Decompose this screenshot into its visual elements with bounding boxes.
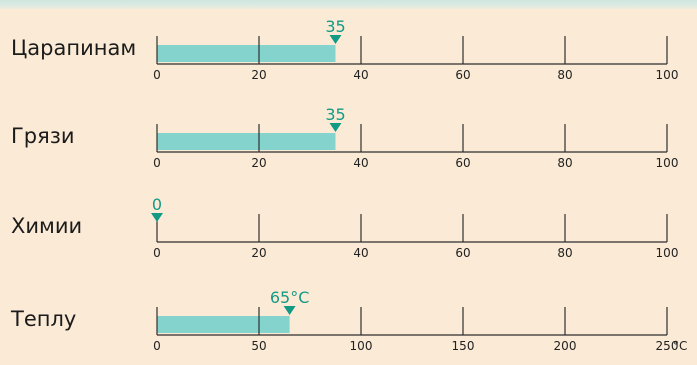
tick-label: 0	[153, 156, 161, 170]
tick-label: 40	[353, 246, 368, 260]
tick-label: 20	[251, 156, 266, 170]
tick-label: 0	[153, 68, 161, 82]
category-label: Теплу	[10, 307, 76, 331]
tick-label: 20	[251, 246, 266, 260]
tick-label: 40	[353, 156, 368, 170]
tick-label: 60	[455, 156, 470, 170]
value-bar	[157, 133, 336, 150]
value-label: 0	[152, 195, 162, 214]
tick-label: 50	[251, 339, 266, 353]
value-marker-triangle	[329, 123, 342, 132]
value-label: 35	[325, 105, 345, 124]
tick-label: 0	[153, 246, 161, 260]
tick-label: 100	[350, 339, 373, 353]
category-label: Грязи	[11, 124, 75, 148]
tick-label: 250	[656, 339, 679, 353]
tick-label: 150	[452, 339, 475, 353]
tick-label: 20	[251, 68, 266, 82]
tick-label: 40	[353, 68, 368, 82]
decorative-top-band	[0, 0, 697, 9]
tick-label: 80	[557, 246, 572, 260]
tick-label: 100	[656, 156, 679, 170]
category-label: Царапинам	[11, 36, 136, 60]
tick-label: 100	[656, 68, 679, 82]
value-label: 35	[325, 17, 345, 36]
value-label: 65°C	[270, 288, 310, 307]
tick-label: 100	[656, 246, 679, 260]
category-label: Химии	[11, 214, 82, 238]
tick-label: 80	[557, 156, 572, 170]
tick-label: 80	[557, 68, 572, 82]
tick-label: 0	[153, 339, 161, 353]
tick-label: 60	[455, 68, 470, 82]
value-bar	[157, 45, 336, 62]
value-marker-triangle	[283, 306, 296, 315]
tick-label: 60	[455, 246, 470, 260]
value-bar	[157, 316, 290, 333]
value-marker-triangle	[329, 35, 342, 44]
tick-label: 200	[554, 339, 577, 353]
axis-unit: °C	[673, 339, 687, 353]
value-marker-triangle	[151, 213, 163, 222]
